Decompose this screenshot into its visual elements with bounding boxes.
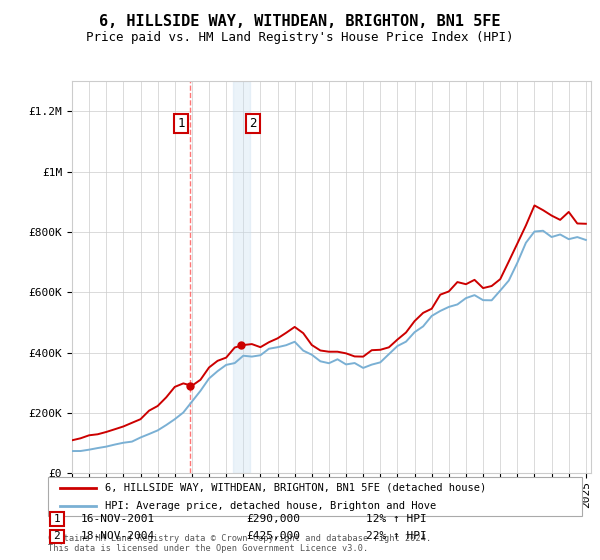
Text: 6, HILLSIDE WAY, WITHDEAN, BRIGHTON, BN1 5FE (detached house): 6, HILLSIDE WAY, WITHDEAN, BRIGHTON, BN1… — [105, 483, 486, 493]
Text: 6, HILLSIDE WAY, WITHDEAN, BRIGHTON, BN1 5FE: 6, HILLSIDE WAY, WITHDEAN, BRIGHTON, BN1… — [99, 14, 501, 29]
Text: 22% ↑ HPI: 22% ↑ HPI — [366, 531, 427, 542]
Text: 2: 2 — [250, 117, 257, 130]
Bar — [233, 81, 250, 473]
Text: Contains HM Land Registry data © Crown copyright and database right 2024.
This d: Contains HM Land Registry data © Crown c… — [48, 534, 431, 553]
Text: £425,000: £425,000 — [246, 531, 300, 542]
Text: 18-NOV-2004: 18-NOV-2004 — [81, 531, 155, 542]
Text: 2: 2 — [53, 531, 61, 542]
Text: 1: 1 — [178, 117, 185, 130]
Text: 1: 1 — [53, 514, 61, 524]
Text: £290,000: £290,000 — [246, 514, 300, 524]
Text: 12% ↑ HPI: 12% ↑ HPI — [366, 514, 427, 524]
Text: Price paid vs. HM Land Registry's House Price Index (HPI): Price paid vs. HM Land Registry's House … — [86, 31, 514, 44]
Text: HPI: Average price, detached house, Brighton and Hove: HPI: Average price, detached house, Brig… — [105, 501, 436, 511]
Text: 16-NOV-2001: 16-NOV-2001 — [81, 514, 155, 524]
